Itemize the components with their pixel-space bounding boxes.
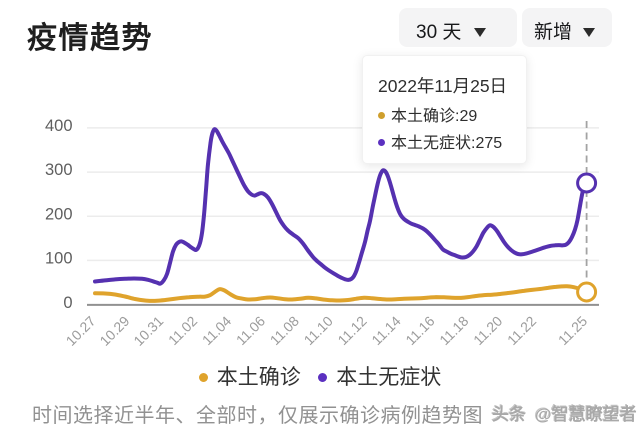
svg-text:100: 100 (45, 250, 73, 268)
svg-text:11.08: 11.08 (267, 313, 303, 349)
svg-text:10.27: 10.27 (63, 313, 99, 349)
svg-text:11.02: 11.02 (165, 313, 201, 349)
svg-text:400: 400 (45, 117, 73, 135)
svg-text:11.22: 11.22 (504, 313, 540, 349)
svg-text:11.06: 11.06 (233, 313, 269, 349)
svg-text:0: 0 (63, 294, 72, 312)
svg-text:11.25: 11.25 (555, 313, 591, 349)
svg-text:11.12: 11.12 (334, 313, 370, 349)
svg-text:11.20: 11.20 (470, 313, 506, 349)
svg-text:200: 200 (45, 205, 73, 223)
svg-text:10.31: 10.31 (130, 313, 166, 349)
svg-text:11.16: 11.16 (402, 313, 438, 349)
svg-text:300: 300 (45, 161, 73, 179)
svg-text:11.14: 11.14 (368, 313, 404, 349)
svg-text:11.18: 11.18 (436, 313, 472, 349)
svg-text:11.10: 11.10 (301, 313, 337, 349)
svg-text:10.29: 10.29 (96, 313, 132, 349)
svg-text:11.04: 11.04 (199, 313, 235, 349)
